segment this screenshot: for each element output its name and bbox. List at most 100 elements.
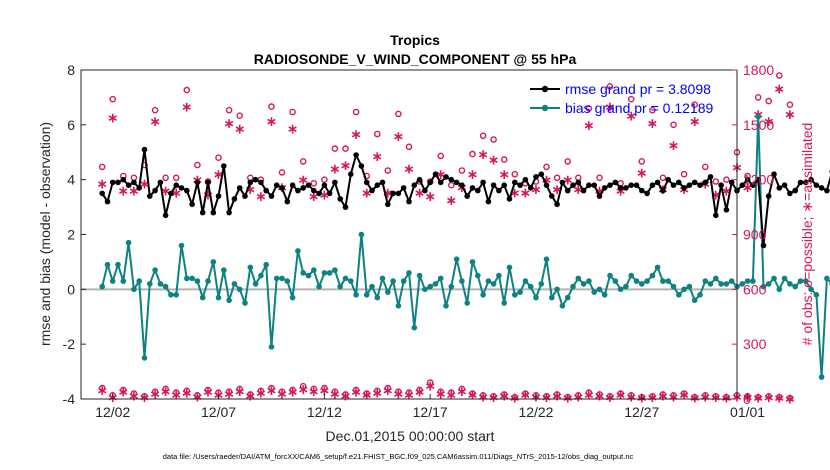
rmse-point [469,185,476,191]
bias-point [676,292,682,298]
assimilated-obs-low-marker: ∗ [170,386,182,402]
assimilated-obs-marker: ∗ [530,181,542,197]
rmse-point [580,187,587,194]
assimilated-obs-low-marker: ∗ [181,385,193,401]
assimilated-obs-low-marker: ∗ [752,390,764,406]
possible-obs-low-marker [723,393,730,401]
assimilated-obs-low-marker: ∗ [583,386,595,402]
bias-point [432,281,439,287]
assimilated-obs-marker: ∗ [340,157,352,173]
rmse-point [173,182,179,188]
y-right-tick-label: 1200 [743,172,774,188]
rmse-point [284,198,291,205]
possible-obs-low-marker [278,388,286,396]
possible-obs-low-marker [162,385,169,393]
assimilated-obs-marker: ∗ [244,181,256,197]
assimilated-obs-low-marker: ∗ [361,386,373,402]
assimilated-obs-marker: ∗ [509,185,521,201]
assimilated-obs-low-marker: ∗ [160,383,172,399]
rmse-point [713,212,719,219]
assimilated-obs-low-marker: ∗ [297,381,309,397]
rmse-point [750,182,756,188]
possible-obs-marker [627,95,635,103]
x-tick-label: 12/07 [201,404,236,420]
assimilated-obs-low-marker: ∗ [96,382,108,398]
assimilated-obs-marker: ∗ [572,181,584,197]
bias-point [771,275,777,282]
rmse-point [681,185,687,191]
rmse-point [295,187,301,194]
possible-obs-marker [712,178,720,185]
rmse-point [131,179,137,186]
bias-point [141,355,148,361]
plot-area [81,70,737,399]
rmse-point [263,187,270,194]
possible-obs-low-marker [437,388,445,396]
possible-obs-low-marker [670,391,677,399]
rmse-point [162,212,169,219]
possible-obs-low-marker [98,384,106,392]
bias-point [379,275,386,282]
rmse-point [104,198,111,205]
bias-point [797,278,804,284]
assimilated-obs-low-marker: ∗ [668,388,680,404]
assimilated-obs-low-marker: ∗ [223,386,235,402]
assimilated-obs-low-marker: ∗ [192,388,204,404]
rmse-point [787,190,793,197]
assimilated-obs-low-marker: ∗ [340,387,352,403]
rmse-point [485,198,492,205]
bias-point [580,281,587,287]
y-axis-right-label: # of obs: o=possible; ∗=assimilated [799,123,815,346]
rmse-point [136,185,142,191]
bias-point [586,278,592,284]
bias-point [781,275,788,282]
assimilated-obs-low-marker: ∗ [266,382,278,398]
assimilated-obs-low-marker: ∗ [393,386,405,402]
assimilated-obs-low-marker: ∗ [371,385,383,401]
legend-rmse-marker [541,85,549,93]
assimilated-obs-low-marker: ∗ [255,385,267,401]
bias-point [157,281,164,287]
bias-point [660,278,666,284]
rmse-point [591,182,597,188]
rmse-point [639,187,645,194]
y-right-tick-label: 600 [743,281,767,297]
possible-obs-marker [299,158,307,165]
assimilated-obs-low-marker: ∗ [149,386,161,402]
bias-point [242,300,248,306]
rmse-point [496,187,502,194]
rmse-point [337,196,344,202]
assimilated-obs-marker: ∗ [139,175,151,191]
assimilated-obs-low-marker: ∗ [488,389,500,405]
possible-obs-marker [765,97,773,105]
possible-obs-marker [172,174,180,182]
assimilated-obs-marker: ∗ [160,183,172,199]
assimilated-obs-marker: ∗ [498,166,510,182]
rmse-point [649,182,656,188]
assimilated-obs-low-marker: ∗ [319,382,331,398]
rmse-point [765,193,772,199]
y-left-tick-label: 2 [67,227,75,243]
possible-obs-low-marker [373,387,381,395]
y-left-tick-label: 4 [67,172,75,188]
rmse-point [459,182,465,188]
y-left-tick-label: -2 [63,336,76,352]
possible-obs-marker [98,163,106,171]
bias-point [607,272,613,279]
assimilated-obs-marker: ∗ [583,117,595,133]
possible-obs-marker [236,112,243,119]
assimilated-obs-low-marker: ∗ [128,387,140,403]
x-axis-label: Dec.01,2015 00:00:00 start [326,428,495,444]
chart-title: Tropics [390,32,440,48]
possible-obs-low-marker [479,391,487,399]
assimilated-obs-low-marker: ∗ [202,384,214,400]
possible-obs-marker [215,154,222,161]
bias-point [210,259,217,265]
assimilated-obs-low-marker: ∗ [657,387,669,403]
assimilated-obs-low-marker: ∗ [721,390,733,406]
possible-obs-marker [702,163,709,171]
rmse-point [808,176,814,183]
possible-obs-marker [352,108,360,116]
assimilated-obs-marker: ∗ [445,192,457,208]
possible-obs-low-marker [352,386,360,394]
